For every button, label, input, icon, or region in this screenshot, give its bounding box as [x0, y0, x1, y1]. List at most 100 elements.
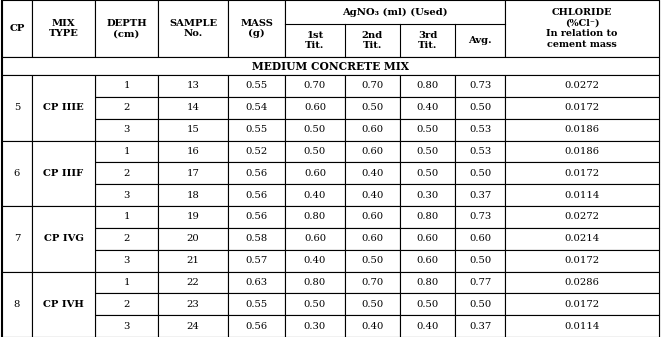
- Text: 0.0272: 0.0272: [564, 212, 600, 221]
- Text: 0.80: 0.80: [304, 278, 326, 287]
- Bar: [345, 250, 400, 272]
- Bar: [400, 184, 455, 206]
- Bar: [158, 228, 228, 250]
- Bar: [228, 272, 285, 293]
- Bar: [345, 228, 400, 250]
- Text: DEPTH
(cm): DEPTH (cm): [106, 19, 147, 38]
- Bar: [455, 206, 505, 228]
- Text: 0.40: 0.40: [362, 191, 383, 200]
- Bar: [505, 250, 659, 272]
- Text: CP IVG: CP IVG: [44, 234, 83, 243]
- Bar: [400, 250, 455, 272]
- Text: 2nd
Tit.: 2nd Tit.: [362, 31, 383, 50]
- Text: 0.50: 0.50: [362, 300, 383, 309]
- Bar: [455, 250, 505, 272]
- Bar: [32, 141, 95, 206]
- Text: 0.50: 0.50: [469, 300, 491, 309]
- Text: 3: 3: [124, 321, 130, 331]
- Bar: [455, 315, 505, 337]
- Bar: [505, 119, 659, 141]
- Bar: [345, 119, 400, 141]
- Text: 0.0172: 0.0172: [564, 300, 600, 309]
- Text: 2: 2: [124, 103, 130, 112]
- Bar: [400, 293, 455, 315]
- Text: 0.50: 0.50: [362, 103, 383, 112]
- Text: 0.50: 0.50: [416, 125, 439, 134]
- Bar: [345, 75, 400, 97]
- Bar: [228, 315, 285, 337]
- Text: 0.0186: 0.0186: [564, 147, 600, 156]
- Text: 0.50: 0.50: [362, 256, 383, 265]
- Text: 0.55: 0.55: [245, 125, 268, 134]
- Text: 0.56: 0.56: [245, 169, 268, 178]
- Bar: [158, 250, 228, 272]
- Bar: [400, 141, 455, 162]
- Text: 0.54: 0.54: [245, 103, 268, 112]
- Text: 0.60: 0.60: [416, 256, 438, 265]
- Bar: [95, 119, 158, 141]
- Text: 0.50: 0.50: [416, 300, 439, 309]
- Text: 0.50: 0.50: [416, 147, 439, 156]
- Text: 0.60: 0.60: [362, 125, 383, 134]
- Text: 0.0172: 0.0172: [564, 256, 600, 265]
- Text: 2: 2: [124, 234, 130, 243]
- Text: 0.80: 0.80: [416, 82, 439, 90]
- Text: 0.0214: 0.0214: [564, 234, 600, 243]
- Text: 3: 3: [124, 256, 130, 265]
- Bar: [158, 206, 228, 228]
- Text: 18: 18: [186, 191, 200, 200]
- Bar: [400, 97, 455, 119]
- Text: 0.0272: 0.0272: [564, 82, 600, 90]
- Bar: [158, 184, 228, 206]
- Bar: [400, 119, 455, 141]
- Text: 0.30: 0.30: [304, 321, 326, 331]
- Text: 0.0172: 0.0172: [564, 103, 600, 112]
- Bar: [505, 0, 659, 57]
- Text: 0.55: 0.55: [245, 300, 268, 309]
- Bar: [455, 162, 505, 184]
- Text: 0.0286: 0.0286: [564, 278, 600, 287]
- Bar: [400, 272, 455, 293]
- Text: 0.50: 0.50: [416, 169, 439, 178]
- Bar: [32, 75, 95, 141]
- Text: 1: 1: [123, 147, 130, 156]
- Bar: [455, 228, 505, 250]
- Bar: [345, 97, 400, 119]
- Bar: [505, 75, 659, 97]
- Text: 0.50: 0.50: [304, 300, 326, 309]
- Bar: [345, 272, 400, 293]
- Bar: [505, 141, 659, 162]
- Text: 0.77: 0.77: [469, 278, 491, 287]
- Text: 3: 3: [124, 191, 130, 200]
- Text: 3: 3: [124, 125, 130, 134]
- Text: CP IIIE: CP IIIE: [43, 103, 84, 112]
- Text: 0.55: 0.55: [245, 82, 268, 90]
- Bar: [285, 75, 345, 97]
- Bar: [158, 162, 228, 184]
- Text: 19: 19: [186, 212, 200, 221]
- Bar: [158, 141, 228, 162]
- Text: 0.0172: 0.0172: [564, 169, 600, 178]
- Bar: [158, 293, 228, 315]
- Bar: [400, 162, 455, 184]
- Bar: [285, 293, 345, 315]
- Bar: [228, 250, 285, 272]
- Text: Avg.: Avg.: [468, 36, 492, 45]
- Bar: [228, 184, 285, 206]
- Text: 0.73: 0.73: [469, 212, 491, 221]
- Text: 0.60: 0.60: [304, 234, 326, 243]
- Bar: [400, 315, 455, 337]
- Text: 0.80: 0.80: [304, 212, 326, 221]
- Bar: [32, 206, 95, 272]
- Text: 8: 8: [14, 300, 20, 309]
- Text: 0.60: 0.60: [362, 147, 383, 156]
- Text: 0.80: 0.80: [416, 212, 439, 221]
- Text: 0.60: 0.60: [362, 212, 383, 221]
- Text: 0.60: 0.60: [469, 234, 491, 243]
- Text: 0.0114: 0.0114: [564, 321, 600, 331]
- Text: 0.80: 0.80: [416, 278, 439, 287]
- Bar: [228, 75, 285, 97]
- Bar: [228, 228, 285, 250]
- Text: 0.40: 0.40: [416, 103, 439, 112]
- Bar: [2, 272, 32, 337]
